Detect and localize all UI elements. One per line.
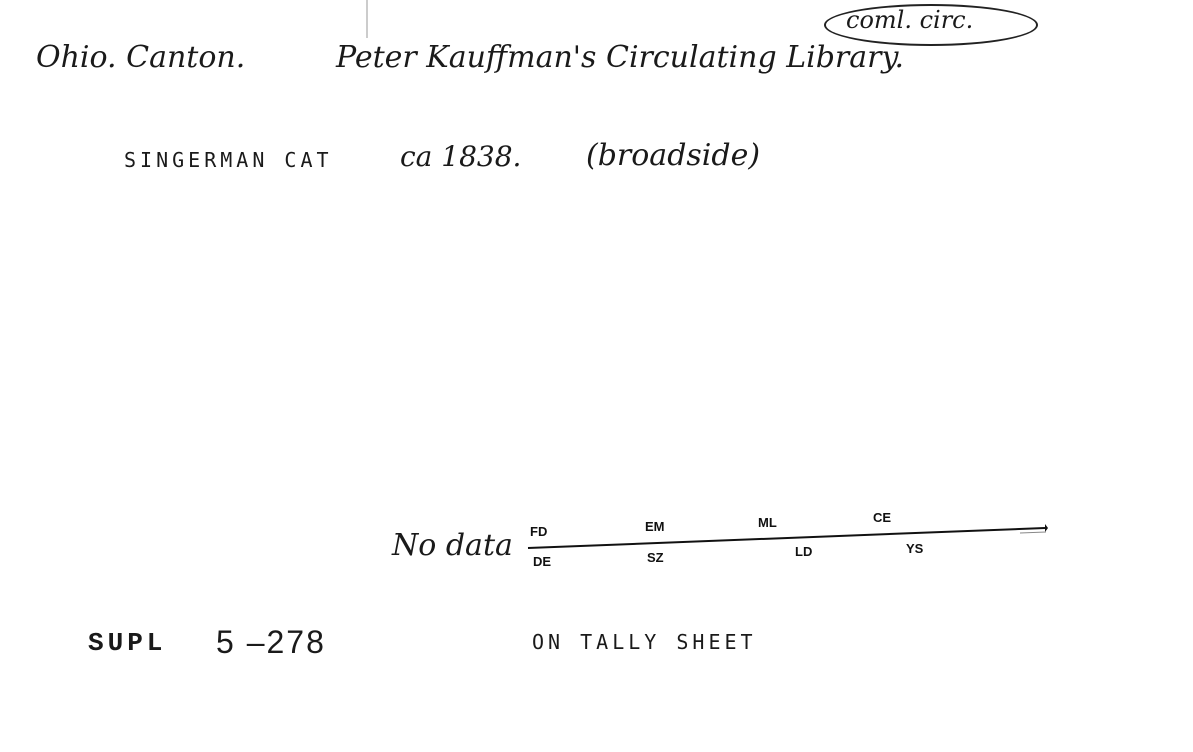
- timeline-code-top: FD: [530, 524, 548, 539]
- source-catalog: SINGERMAN CAT: [124, 148, 333, 172]
- supl-label: SUPL: [88, 628, 167, 658]
- timeline-code-top: CE: [873, 510, 892, 525]
- supl-number: 5 –278: [216, 624, 326, 660]
- source-date: ca 1838.: [400, 140, 522, 173]
- timeline-arrowhead: [1045, 524, 1048, 532]
- library-name: Peter Kauffman's Circulating Library.: [336, 40, 904, 75]
- source-note: (broadside): [586, 138, 761, 173]
- annotation-circle: [824, 4, 1038, 46]
- timeline-label: No data: [392, 528, 513, 563]
- timeline-code-bottom: SZ: [647, 550, 664, 565]
- annotation-text: coml. circ.: [846, 6, 974, 34]
- timeline-code-bottom: YS: [906, 541, 924, 556]
- timeline-code-top: EM: [645, 519, 665, 534]
- tally-note: ON TALLY SHEET: [532, 630, 757, 654]
- timeline-line: [527, 527, 1046, 549]
- timeline-code-top: ML: [758, 515, 777, 530]
- timeline-code-bottom: LD: [795, 544, 813, 559]
- place-heading: Ohio. Canton.: [36, 40, 246, 75]
- timeline-code-bottom: DE: [533, 554, 552, 569]
